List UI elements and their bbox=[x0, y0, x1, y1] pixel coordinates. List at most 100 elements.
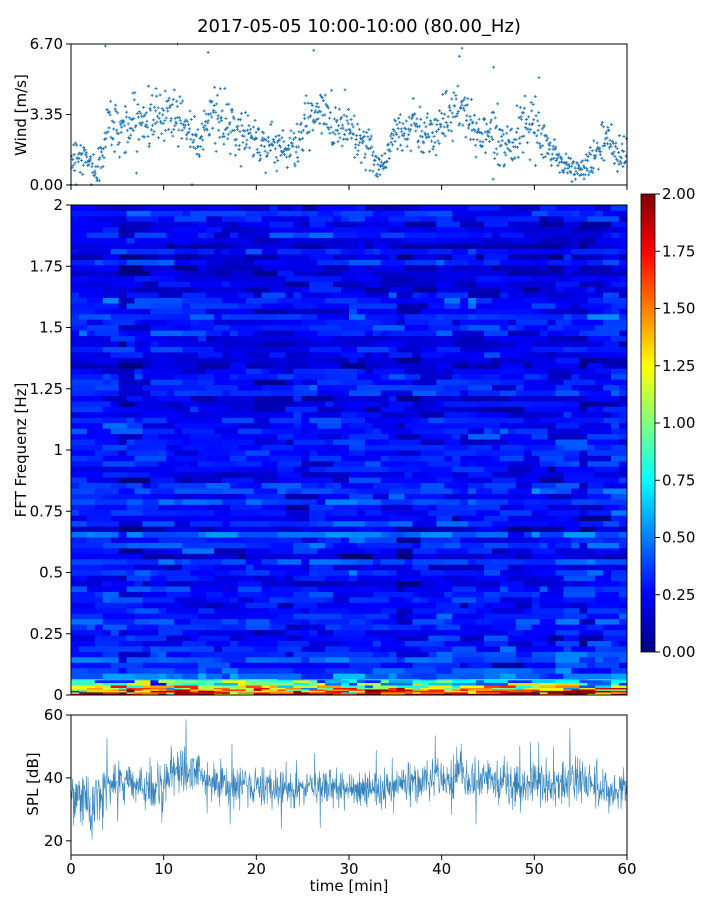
spectrogram-cell bbox=[444, 297, 461, 304]
spectrogram-cell bbox=[571, 646, 580, 652]
colorbar-tick-label: 1.50 bbox=[662, 300, 695, 318]
spectrogram-cell bbox=[484, 569, 501, 576]
spectrogram-cell bbox=[301, 575, 326, 582]
wind-data-point bbox=[116, 111, 120, 115]
spectrogram-cell bbox=[71, 509, 80, 516]
wind-data-point bbox=[392, 129, 396, 133]
wind-data-point bbox=[472, 113, 476, 117]
spectrogram-cell bbox=[499, 526, 509, 533]
spectrogram-cell bbox=[476, 558, 493, 565]
spectrogram-cell bbox=[110, 352, 135, 358]
spectrogram-cell bbox=[198, 286, 207, 293]
spectrogram-cell bbox=[341, 651, 366, 658]
spectrogram-cell bbox=[102, 395, 127, 402]
spectrogram-cell bbox=[317, 682, 326, 686]
spectrogram-cell bbox=[150, 692, 159, 694]
spectrogram-cell bbox=[198, 692, 223, 694]
wind-data-point bbox=[453, 104, 457, 108]
spectrogram-cell bbox=[341, 422, 350, 429]
spectrogram-cell bbox=[277, 313, 302, 320]
wind-data-point bbox=[442, 132, 446, 136]
wind-data-point bbox=[163, 89, 167, 93]
wind-data-point bbox=[154, 109, 158, 113]
spectrogram-cell bbox=[356, 319, 374, 326]
spectrogram-cell bbox=[325, 439, 334, 445]
spectrogram-cell bbox=[174, 602, 183, 609]
spectrogram-cell bbox=[436, 520, 469, 527]
spectrogram-cell bbox=[277, 433, 294, 440]
spectrogram-cell bbox=[269, 232, 294, 239]
spectrogram-cell bbox=[555, 319, 572, 326]
wind-data-point bbox=[603, 144, 607, 148]
spectrogram-cell bbox=[380, 509, 398, 516]
spectrogram-cell bbox=[317, 629, 334, 636]
spectrogram-cell bbox=[245, 542, 270, 549]
spectrogram-cell bbox=[94, 602, 127, 609]
spectrogram-cell bbox=[118, 401, 135, 407]
spectrogram-cell bbox=[71, 693, 88, 696]
spectrogram-cell bbox=[619, 531, 628, 538]
spectrogram-cell bbox=[341, 682, 350, 686]
spectrogram-cell bbox=[595, 466, 620, 473]
spectrogram-cell bbox=[261, 390, 270, 396]
spectrogram-cell bbox=[229, 520, 239, 527]
spl-x-ticks: 0 10 20 30 40 50 60 bbox=[66, 855, 637, 878]
spectrogram-cell bbox=[515, 428, 548, 435]
spectrogram-cell bbox=[491, 548, 509, 554]
wind-data-point bbox=[401, 122, 405, 126]
spectrogram-cell bbox=[603, 281, 612, 288]
spectrogram-cell bbox=[547, 422, 556, 429]
spectrogram-cell bbox=[396, 292, 413, 298]
spectrogram-cell bbox=[595, 477, 612, 484]
spectrogram-cell bbox=[309, 455, 342, 462]
wind-data-point bbox=[151, 133, 155, 137]
spectrogram-cell bbox=[261, 673, 286, 680]
spectrogram-cell bbox=[349, 680, 358, 684]
spectrogram-cell bbox=[190, 635, 199, 641]
spectrogram-cell bbox=[364, 673, 390, 680]
wind-data-point bbox=[524, 118, 528, 122]
spectrogram-cell bbox=[412, 687, 421, 690]
spectrogram-cell bbox=[563, 330, 580, 337]
spectrogram-cell bbox=[341, 237, 374, 244]
spectrogram-cell bbox=[547, 292, 572, 298]
wind-data-point bbox=[530, 109, 534, 113]
spectrogram-cell bbox=[499, 673, 517, 680]
spectrogram-cell bbox=[229, 690, 255, 693]
spectrogram-cell bbox=[396, 685, 413, 688]
spectrogram-cell bbox=[325, 515, 334, 522]
spectrogram-cell bbox=[333, 411, 342, 418]
spectrogram-cell bbox=[476, 362, 501, 369]
spectrogram-cell bbox=[309, 682, 318, 686]
spectrogram-cell bbox=[452, 488, 461, 494]
wind-data-point bbox=[443, 134, 447, 138]
spectrogram-cell bbox=[198, 401, 223, 407]
spectrogram-cell bbox=[237, 586, 263, 592]
wind-data-point bbox=[361, 139, 365, 143]
spectrogram-cell bbox=[102, 237, 112, 244]
spectrogram-cell bbox=[547, 324, 564, 331]
wind-data-point bbox=[97, 158, 101, 162]
wind-data-point bbox=[153, 122, 157, 126]
spectrogram-cell bbox=[539, 646, 564, 652]
wind-data-point bbox=[180, 128, 184, 132]
spectrogram-cell bbox=[213, 548, 247, 554]
spectrogram-cell bbox=[261, 444, 294, 451]
spectrogram-cell bbox=[372, 210, 382, 217]
spectrogram-cell bbox=[110, 509, 143, 516]
spectrogram-cell bbox=[158, 275, 175, 282]
spectrogram-cell bbox=[78, 292, 96, 298]
spectrogram-cell bbox=[388, 352, 413, 358]
spectrogram-cell bbox=[285, 624, 302, 631]
spectrogram-cell bbox=[245, 689, 255, 691]
spectrogram-cell bbox=[182, 439, 191, 445]
spectrogram-cell bbox=[412, 553, 437, 560]
spectrogram-cell bbox=[134, 243, 167, 249]
wind-data-point bbox=[181, 99, 185, 103]
spectrogram-cell bbox=[476, 531, 509, 538]
spectrogram-cell bbox=[491, 624, 517, 631]
spectrogram-cell bbox=[245, 362, 263, 369]
wind-data-point bbox=[114, 109, 118, 113]
spectrogram-cell bbox=[142, 597, 175, 603]
spectrogram-cell bbox=[285, 368, 294, 375]
